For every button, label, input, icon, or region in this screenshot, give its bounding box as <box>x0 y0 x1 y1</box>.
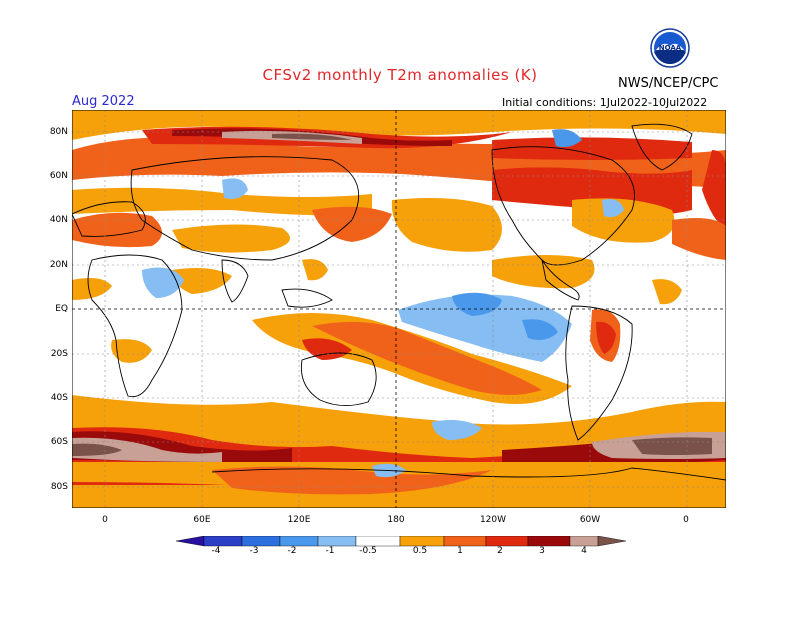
agency-label: NWS/NCEP/CPC <box>618 76 719 91</box>
coastlines <box>72 123 726 481</box>
lon-label-0-west: 0 <box>102 515 108 525</box>
cool-patches <box>142 129 624 478</box>
colorbar-segment-m4-m3 <box>203 536 243 547</box>
lat-label-40n: 40N <box>49 215 68 225</box>
colorbar-segment-gt-p5 <box>597 536 626 547</box>
colorbar-label-p3: 3 <box>539 546 545 556</box>
lat-label-80s: 80S <box>50 482 68 492</box>
midlatitude-warm-patches <box>72 198 726 300</box>
svg-text:NOAA: NOAA <box>659 44 682 52</box>
anomaly-map <box>72 110 726 508</box>
colorbar-segment-m2-m1 <box>279 536 319 547</box>
lat-label-eq: EQ <box>55 304 68 314</box>
colorbar-label-m4: -4 <box>211 546 221 556</box>
colorbar-label-p2: 2 <box>497 546 503 556</box>
colorbar-label-m1: -1 <box>325 546 335 556</box>
lat-label-20s: 20S <box>50 349 68 359</box>
lat-lon-grid <box>72 110 726 508</box>
colorbar-label-m05: -0.5 <box>359 546 377 556</box>
colorbar-label-p4: 4 <box>581 546 587 556</box>
colorbar-segment-neutral <box>355 536 401 547</box>
lon-label-120e: 120E <box>287 515 311 525</box>
lon-label-60e: 60E <box>193 515 211 525</box>
tropical-warm-features <box>111 259 682 404</box>
colorbar-segment-p4-p5 <box>569 536 599 547</box>
colorbar-label-m2: -2 <box>287 546 297 556</box>
map-title: CFSv2 monthly T2m anomalies (K) <box>262 66 538 84</box>
lat-label-80n: 80N <box>49 127 68 137</box>
noaa-logo-icon: NOAA <box>650 28 690 68</box>
lon-label-0-east: 0 <box>683 515 689 525</box>
colorbar-segment-p05-p1 <box>399 536 445 547</box>
initial-conditions: Initial conditions: 1Jul2022-10Jul2022 <box>502 96 708 109</box>
lat-label-40s: 40S <box>50 393 68 403</box>
forecast-month: Aug 2022 <box>72 94 135 109</box>
colorbar-segment-p1-p2 <box>443 536 487 547</box>
colorbar-label-p05: 0.5 <box>412 546 428 556</box>
colorbar-label-p1: 1 <box>457 546 463 556</box>
colorbar-segment-p3-p4 <box>527 536 571 547</box>
colorbar-label-m3: -3 <box>249 546 259 556</box>
lon-label-180: 180 <box>387 515 405 525</box>
equator-dateline <box>72 110 726 508</box>
lat-label-60n: 60N <box>49 171 68 181</box>
lat-label-60s: 60S <box>50 437 68 447</box>
colorbar-segment-m3-m2 <box>241 536 281 547</box>
lat-label-20n: 20N <box>49 260 68 270</box>
arctic-warm-bands <box>72 110 726 230</box>
southern-warm-bands <box>72 395 726 508</box>
colorbar-segment-p2-p3 <box>485 536 529 547</box>
colorbar-segment-m1-m05 <box>317 536 357 547</box>
colorbar-segment-lt-m4 <box>176 536 205 547</box>
colorbar <box>176 536 626 547</box>
lon-label-120w: 120W <box>479 515 507 525</box>
lon-label-60w: 60W <box>579 515 601 525</box>
